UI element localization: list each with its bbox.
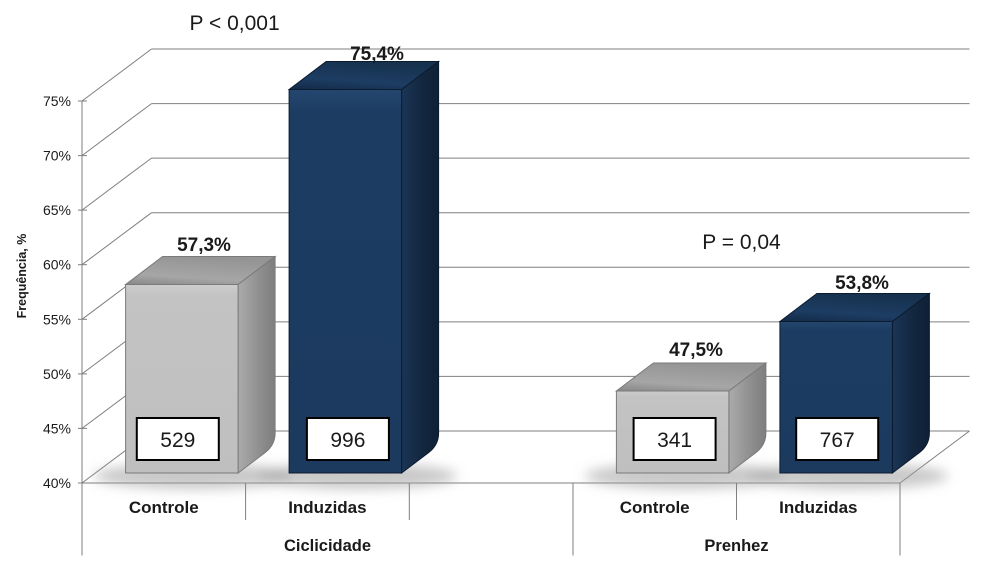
svg-text:75%: 75%: [43, 93, 71, 109]
svg-text:47,5%: 47,5%: [669, 340, 723, 361]
svg-text:55%: 55%: [43, 311, 71, 327]
svg-text:Controle: Controle: [129, 498, 199, 517]
svg-text:767: 767: [820, 429, 855, 452]
svg-text:75,4%: 75,4%: [350, 44, 404, 65]
svg-text:40%: 40%: [43, 475, 71, 491]
svg-text:P = 0,04: P = 0,04: [702, 231, 781, 254]
svg-text:70%: 70%: [43, 148, 71, 164]
svg-text:Ciclicidade: Ciclicidade: [284, 537, 371, 555]
svg-text:P < 0,001: P < 0,001: [190, 12, 280, 35]
svg-text:996: 996: [330, 429, 365, 452]
svg-text:53,8%: 53,8%: [835, 273, 889, 294]
svg-text:Controle: Controle: [620, 498, 690, 517]
svg-text:341: 341: [657, 429, 692, 452]
svg-text:65%: 65%: [43, 202, 71, 218]
svg-text:Induzidas: Induzidas: [288, 498, 366, 517]
svg-text:45%: 45%: [43, 420, 71, 436]
svg-text:57,3%: 57,3%: [177, 235, 231, 256]
svg-text:Prenhez: Prenhez: [704, 537, 768, 555]
svg-text:529: 529: [160, 429, 195, 452]
svg-text:60%: 60%: [43, 257, 71, 273]
svg-text:Frequência, %: Frequência, %: [15, 234, 29, 319]
svg-text:50%: 50%: [43, 366, 71, 382]
svg-text:Induzidas: Induzidas: [779, 498, 857, 517]
